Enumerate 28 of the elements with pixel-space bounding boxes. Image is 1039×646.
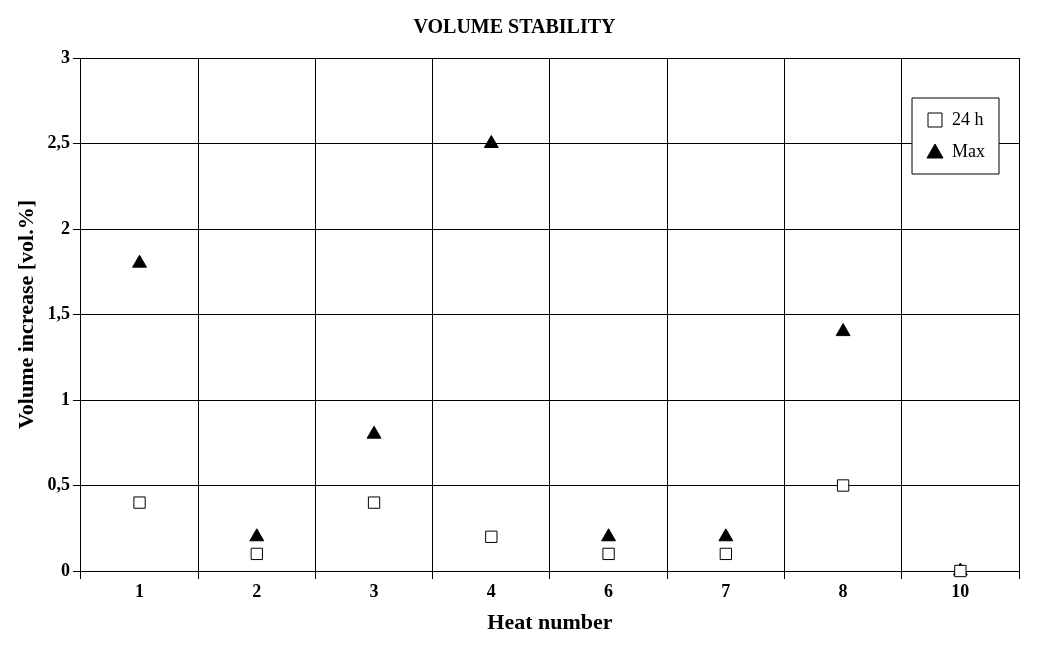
- y-tick-label: 2: [60, 217, 70, 238]
- y-tick-label: 3: [60, 46, 70, 67]
- x-tick-label: 2: [252, 581, 262, 602]
- y-tick-label: 1,5: [47, 303, 70, 324]
- point: [366, 425, 382, 439]
- legend-label: Max: [952, 140, 986, 161]
- x-tick-label: 1: [135, 581, 145, 602]
- y-tick-label: 0: [60, 559, 70, 580]
- chart-title: VOLUME STABILITY: [413, 15, 617, 38]
- y-axis-title: Volume increase [vol.%]: [12, 199, 38, 430]
- point: [835, 323, 851, 337]
- point: [601, 528, 617, 542]
- x-tick-label: 8: [838, 581, 848, 602]
- x-tick-label: 3: [369, 581, 379, 602]
- legend-label: 24 h: [952, 108, 984, 129]
- point: [483, 135, 499, 148]
- x-tick-label: 4: [486, 581, 496, 602]
- point: [718, 528, 734, 542]
- y-tick-label: 1: [60, 388, 70, 409]
- x-tick-label: 6: [604, 581, 614, 602]
- y-tick-label: 2,5: [47, 132, 70, 153]
- point: [836, 479, 850, 492]
- point: [249, 528, 265, 542]
- x-tick-label: 10: [951, 581, 970, 602]
- y-tick-label: 0,5: [47, 474, 70, 495]
- x-axis-title: Heat number: [487, 609, 613, 635]
- point: [132, 254, 147, 268]
- x-tick-label: 7: [721, 581, 731, 602]
